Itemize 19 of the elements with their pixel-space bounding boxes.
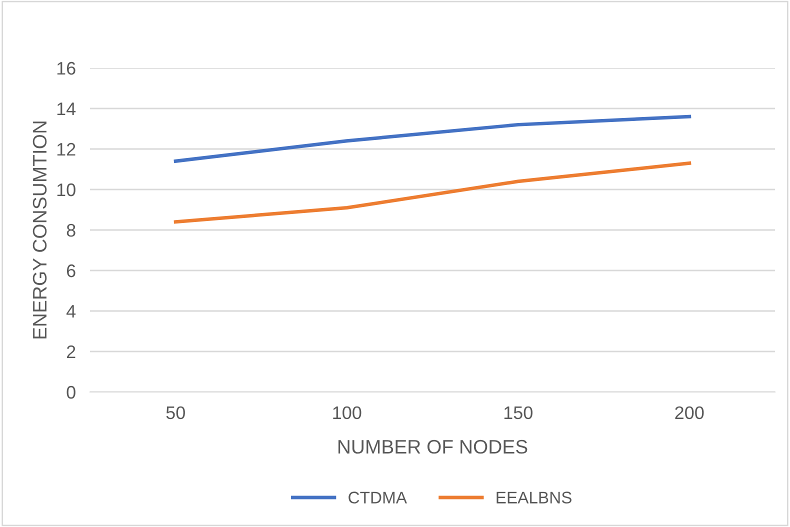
x-tick-label: 200 bbox=[675, 406, 704, 420]
legend-label: CTDMA bbox=[348, 492, 407, 504]
y-tick-label: 4 bbox=[66, 305, 76, 318]
y-tick-label: 2 bbox=[66, 345, 76, 358]
legend-label: EEALBNS bbox=[496, 492, 572, 504]
y-tick-label: 8 bbox=[66, 224, 76, 237]
x-tick-label: 150 bbox=[504, 406, 532, 420]
y-tick-label: 6 bbox=[66, 264, 76, 278]
x-tick-label: 50 bbox=[166, 406, 185, 420]
line-series bbox=[174, 161, 692, 224]
y-tick-label: 0 bbox=[66, 386, 76, 399]
y-tick-label: 12 bbox=[57, 142, 76, 156]
y-tick-label: 10 bbox=[57, 183, 76, 196]
y-tick-label: 16 bbox=[57, 62, 76, 75]
line-series bbox=[174, 114, 692, 163]
x-axis-title: NUMBER OF NODES bbox=[338, 440, 528, 454]
y-axis-title: ENERGY CONSUMTION bbox=[32, 122, 47, 338]
x-tick-label: 100 bbox=[333, 406, 362, 420]
y-tick-label: 14 bbox=[57, 102, 76, 116]
